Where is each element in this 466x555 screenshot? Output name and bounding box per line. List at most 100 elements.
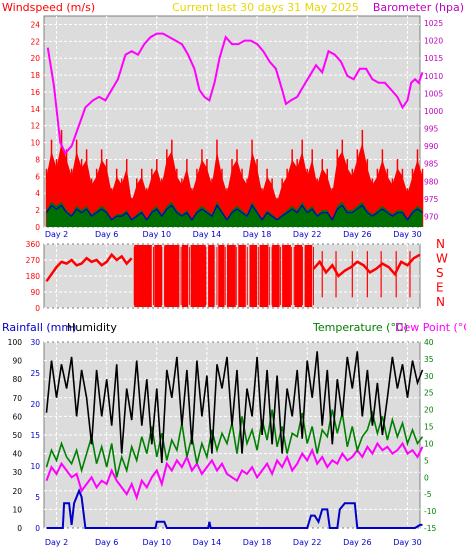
x-tick-label: Day 10 [143, 538, 172, 547]
y-tick-label: 20 [424, 406, 434, 415]
x-tick-label: Day 30 [393, 538, 422, 547]
y-tick-label: 985 [424, 160, 439, 169]
y-tick-label: 18 [30, 71, 40, 80]
wind-direction-band [272, 245, 280, 307]
x-tick-label: Day 22 [293, 230, 322, 239]
y-tick-label: 30 [30, 338, 40, 347]
y-tick-label: 12 [30, 122, 40, 131]
y-tick-label: 360 [26, 240, 41, 249]
y-tick-label: 0 [424, 473, 429, 482]
wind-direction-band [249, 245, 258, 307]
wind-direction-band [154, 245, 162, 307]
y-tick-label: 16 [30, 88, 40, 97]
y-tick-label: 10 [424, 439, 434, 448]
compass-label: W [436, 252, 448, 266]
y-tick-label: 6 [35, 172, 40, 181]
wind-direction-band [226, 245, 236, 307]
wind-direction-series [45, 245, 421, 307]
rainfall-title: Rainfall (mm) [2, 321, 76, 334]
x-tick-label: Day 18 [243, 230, 272, 239]
y-tick-label: -5 [424, 490, 432, 499]
y-tick-label: 40 [424, 338, 434, 347]
x-tick-label: Day 2 [45, 538, 68, 547]
humidity-tick-labels: 0 10 20 30 40 50 60 70 80 90 100 [8, 338, 23, 533]
y-tick-label: 0 [35, 304, 40, 313]
y-tick-label: 15 [30, 431, 40, 440]
wind-speed-series [45, 129, 424, 227]
y-tick-label: 24 [30, 20, 40, 29]
y-tick-label: 40 [12, 450, 22, 459]
wind-average-line [46, 204, 423, 221]
wind-direction-line [45, 252, 133, 283]
humidity-line [45, 351, 424, 463]
wind-direction-band [218, 245, 225, 307]
wind-x-tick-labels: Day 2 Day 6 Day 10 Day 14 Day 18 Day 22 Day 26… [45, 230, 422, 239]
barometer-tick-labels: 970 975 980 985 990 995 1000 1005 1010 1015 1020 10… [424, 19, 443, 221]
y-tick-label: 80 [12, 375, 22, 384]
x-tick-label: Day 26 [343, 538, 372, 547]
x-tick-label: Day 6 [95, 538, 118, 547]
y-tick-label: 8 [35, 155, 40, 164]
y-tick-label: 70 [12, 394, 22, 403]
y-tick-label: 25 [30, 369, 40, 378]
compass-label: S [436, 266, 444, 280]
y-tick-label: 50 [12, 431, 22, 440]
rainfall-tick-labels: 0 5 10 15 20 25 30 [30, 338, 40, 533]
y-tick-label: 970 [424, 212, 439, 221]
windspeed-title: Windspeed (m/s) [2, 1, 95, 14]
y-tick-label: 15 [424, 423, 434, 432]
y-tick-label: 10 [12, 505, 22, 514]
y-tick-label: -15 [424, 524, 436, 533]
x-tick-label: Day 10 [143, 230, 172, 239]
compass-label: N [436, 295, 445, 309]
rainfall-line [46, 488, 423, 529]
x-tick-label: Day 26 [343, 230, 372, 239]
y-tick-label: 270 [26, 256, 41, 265]
y-tick-label: 180 [26, 272, 41, 281]
y-tick-label: 35 [424, 355, 434, 364]
wind-direction-band [294, 245, 303, 307]
y-tick-label: 4 [35, 189, 40, 198]
barometer-title: Barometer (hpa) [373, 1, 464, 14]
x-tick-label: Day 30 [393, 230, 422, 239]
x-tick-label: Day 18 [243, 538, 272, 547]
y-tick-label: 1010 [424, 72, 443, 81]
compass-label: E [436, 281, 444, 295]
current-title: Current last 30 days 31 May 2025 [172, 1, 359, 14]
wind-direction-band [181, 245, 189, 307]
y-tick-label: 1015 [424, 54, 443, 63]
temperature-title: Temperature (°C) [312, 321, 408, 334]
y-tick-label: 0 [35, 223, 40, 232]
x-tick-label: Day 6 [95, 230, 118, 239]
temperature-tick-labels: -15 -10 -5 0 5 10 15 20 25 30 35 40 [424, 338, 436, 533]
y-tick-label: 90 [12, 357, 22, 366]
y-tick-label: 1005 [424, 89, 443, 98]
y-tick-label: 5 [35, 493, 40, 502]
wind-direction-band [282, 245, 291, 307]
y-tick-label: -10 [424, 507, 436, 516]
y-tick-label: 100 [8, 338, 23, 347]
y-tick-label: 990 [424, 142, 439, 151]
dewpoint-title: Dew Point (°C) [395, 321, 466, 334]
wind-direction-band [164, 245, 180, 307]
wind-direction-band [304, 245, 313, 307]
y-tick-label: 0 [35, 524, 40, 533]
y-tick-label: 995 [424, 125, 439, 134]
y-tick-label: 30 [424, 372, 434, 381]
y-tick-label: 25 [424, 389, 434, 398]
dewpoint-line [45, 441, 424, 501]
wind-gust-area [46, 142, 423, 227]
x-tick-label: Day 22 [293, 538, 322, 547]
x-tick-label: Day 14 [193, 230, 222, 239]
wind-direction-band [190, 245, 206, 307]
direction-tick-labels: 0 90 180 270 360 [26, 240, 41, 313]
y-tick-label: 10 [30, 139, 40, 148]
y-tick-label: 1000 [424, 107, 443, 116]
y-tick-label: 30 [12, 468, 22, 477]
wind-average-area [46, 201, 423, 227]
wind-direction-band [134, 245, 152, 307]
temperature-line [45, 409, 424, 478]
